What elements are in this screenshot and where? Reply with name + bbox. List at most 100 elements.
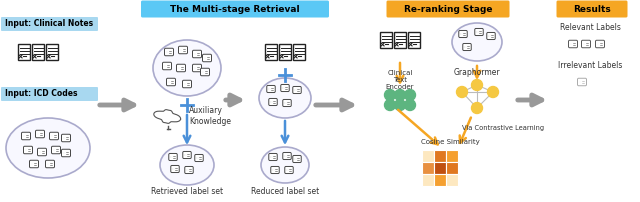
Circle shape (202, 72, 204, 73)
FancyBboxPatch shape (61, 149, 70, 157)
FancyBboxPatch shape (285, 166, 293, 174)
Text: Re-ranking Stage: Re-ranking Stage (404, 4, 492, 14)
Ellipse shape (160, 145, 214, 185)
FancyBboxPatch shape (45, 160, 54, 168)
FancyBboxPatch shape (459, 31, 467, 38)
Text: The Multi-stage Retrieval: The Multi-stage Retrieval (170, 4, 300, 14)
Circle shape (294, 89, 296, 90)
Ellipse shape (452, 23, 502, 61)
Circle shape (187, 169, 188, 170)
FancyBboxPatch shape (387, 0, 509, 18)
Bar (18, 44, 30, 60)
Circle shape (489, 36, 490, 37)
Text: Reduced label set: Reduced label set (251, 187, 319, 197)
Bar (422, 162, 434, 174)
Circle shape (394, 89, 406, 101)
Circle shape (404, 89, 415, 101)
Circle shape (179, 67, 180, 68)
FancyBboxPatch shape (22, 132, 31, 140)
Bar (279, 44, 291, 60)
Bar (32, 44, 44, 60)
FancyBboxPatch shape (166, 78, 175, 86)
FancyBboxPatch shape (51, 146, 61, 154)
Bar (394, 32, 406, 48)
FancyBboxPatch shape (179, 46, 188, 54)
Circle shape (283, 87, 284, 88)
FancyBboxPatch shape (183, 152, 191, 159)
Polygon shape (154, 110, 180, 123)
FancyBboxPatch shape (269, 98, 277, 105)
Circle shape (404, 100, 415, 110)
Text: Auxiliary
Knowledge: Auxiliary Knowledge (189, 106, 231, 126)
FancyBboxPatch shape (185, 166, 193, 174)
FancyBboxPatch shape (568, 40, 577, 48)
FancyBboxPatch shape (24, 146, 33, 154)
Circle shape (196, 158, 198, 159)
Ellipse shape (261, 147, 309, 183)
Circle shape (195, 67, 196, 68)
Circle shape (31, 163, 33, 165)
FancyBboxPatch shape (202, 54, 211, 62)
Ellipse shape (153, 40, 221, 96)
FancyBboxPatch shape (269, 154, 277, 161)
Circle shape (271, 157, 272, 158)
FancyBboxPatch shape (582, 40, 591, 48)
FancyBboxPatch shape (595, 40, 605, 48)
FancyBboxPatch shape (35, 130, 45, 138)
FancyBboxPatch shape (177, 64, 186, 72)
Text: Retrieved label set: Retrieved label set (151, 187, 223, 197)
Circle shape (456, 86, 467, 98)
Ellipse shape (259, 78, 311, 118)
Circle shape (394, 100, 406, 110)
Text: Clinical
Text
Encoder: Clinical Text Encoder (386, 70, 414, 90)
Text: Input: Clinical Notes: Input: Clinical Notes (5, 20, 93, 28)
Bar (46, 44, 58, 60)
FancyBboxPatch shape (49, 132, 58, 140)
Text: Input: ICD Codes: Input: ICD Codes (5, 89, 77, 99)
Circle shape (579, 81, 580, 83)
FancyBboxPatch shape (292, 156, 301, 163)
FancyBboxPatch shape (163, 62, 172, 70)
Circle shape (472, 80, 483, 90)
Bar (265, 44, 277, 60)
Circle shape (488, 86, 499, 98)
FancyBboxPatch shape (169, 154, 177, 161)
Circle shape (166, 52, 168, 53)
Circle shape (472, 102, 483, 114)
Circle shape (184, 83, 186, 85)
FancyBboxPatch shape (1, 17, 98, 31)
Bar (434, 174, 446, 186)
Bar (422, 174, 434, 186)
FancyBboxPatch shape (193, 64, 202, 72)
Circle shape (287, 169, 288, 170)
FancyBboxPatch shape (267, 85, 275, 93)
Circle shape (273, 169, 274, 170)
Bar (434, 162, 446, 174)
Circle shape (26, 149, 27, 150)
Circle shape (180, 49, 182, 50)
FancyBboxPatch shape (283, 153, 291, 160)
Circle shape (63, 137, 65, 139)
Circle shape (168, 81, 170, 83)
FancyBboxPatch shape (29, 160, 38, 168)
Text: Relevant Labels: Relevant Labels (559, 23, 620, 33)
Circle shape (47, 163, 49, 165)
Circle shape (185, 155, 186, 156)
Circle shape (271, 101, 272, 102)
FancyBboxPatch shape (195, 155, 204, 162)
FancyBboxPatch shape (141, 0, 329, 18)
FancyBboxPatch shape (281, 84, 289, 92)
Circle shape (51, 136, 52, 137)
Bar (422, 150, 434, 162)
Bar (446, 174, 458, 186)
Bar (293, 44, 305, 60)
FancyBboxPatch shape (61, 134, 70, 142)
FancyBboxPatch shape (463, 43, 471, 50)
FancyBboxPatch shape (182, 80, 191, 88)
Circle shape (570, 43, 572, 44)
FancyBboxPatch shape (171, 165, 179, 173)
FancyBboxPatch shape (38, 148, 47, 156)
FancyBboxPatch shape (271, 166, 279, 174)
Text: Via Contrastive Learning: Via Contrastive Learning (462, 125, 544, 131)
Text: Results: Results (573, 4, 611, 14)
